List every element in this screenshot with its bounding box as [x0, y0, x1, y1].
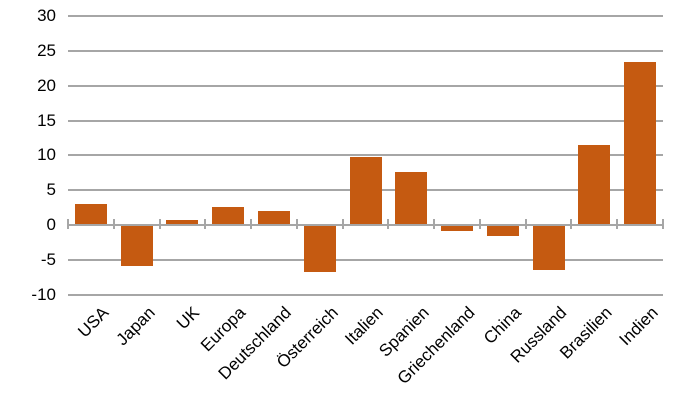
gridline — [68, 15, 663, 17]
x-axis-tick — [387, 219, 389, 229]
bar-uk — [166, 220, 198, 224]
bar-russland — [533, 226, 565, 270]
x-axis-tick — [67, 219, 69, 229]
gridline — [68, 120, 663, 122]
x-axis-tick — [662, 219, 664, 229]
y-axis-tick-label: 30 — [37, 6, 56, 25]
y-axis-tick-label: 10 — [37, 145, 56, 164]
x-axis-tick — [250, 219, 252, 229]
x-axis-category-label: Indien — [615, 303, 662, 350]
bar-österreich — [304, 226, 336, 272]
gridline — [68, 154, 663, 156]
x-axis-tick — [342, 219, 344, 229]
y-axis-tick-label: 0 — [46, 215, 56, 234]
x-axis-tick — [479, 219, 481, 229]
bar-italien — [350, 157, 382, 224]
x-axis-line — [68, 224, 663, 226]
bar-usa — [75, 204, 107, 224]
x-axis-tick — [113, 219, 115, 229]
gridline — [68, 50, 663, 52]
bar-spanien — [395, 172, 427, 224]
bar-china — [487, 226, 519, 236]
y-axis-tick-label: 5 — [46, 180, 56, 199]
bar-griechenland — [441, 226, 473, 231]
bar-europa — [212, 207, 244, 224]
y-axis-tick-label: -10 — [31, 285, 56, 304]
x-axis-tick — [433, 219, 435, 229]
bar-brasilien — [578, 145, 610, 224]
gridline — [68, 85, 663, 87]
gridline — [68, 294, 663, 296]
x-axis-tick — [159, 219, 161, 229]
y-axis-tick-label: 20 — [37, 76, 56, 95]
y-axis-tick-label: 25 — [37, 41, 56, 60]
bar-japan — [121, 226, 153, 266]
gridline — [68, 259, 663, 261]
x-axis-tick — [570, 219, 572, 229]
x-axis-category-label: UK — [173, 303, 204, 334]
x-axis-category-label: Japan — [112, 303, 159, 350]
bar-deutschland — [258, 211, 290, 224]
x-axis-tick — [296, 219, 298, 229]
y-axis-tick-label: -5 — [40, 250, 56, 269]
bar-indien — [624, 62, 656, 224]
x-axis-category-label: USA — [74, 303, 113, 342]
x-axis-tick — [616, 219, 618, 229]
x-axis-tick — [204, 219, 206, 229]
y-axis-tick-label: 15 — [37, 111, 56, 130]
x-axis-tick — [525, 219, 527, 229]
